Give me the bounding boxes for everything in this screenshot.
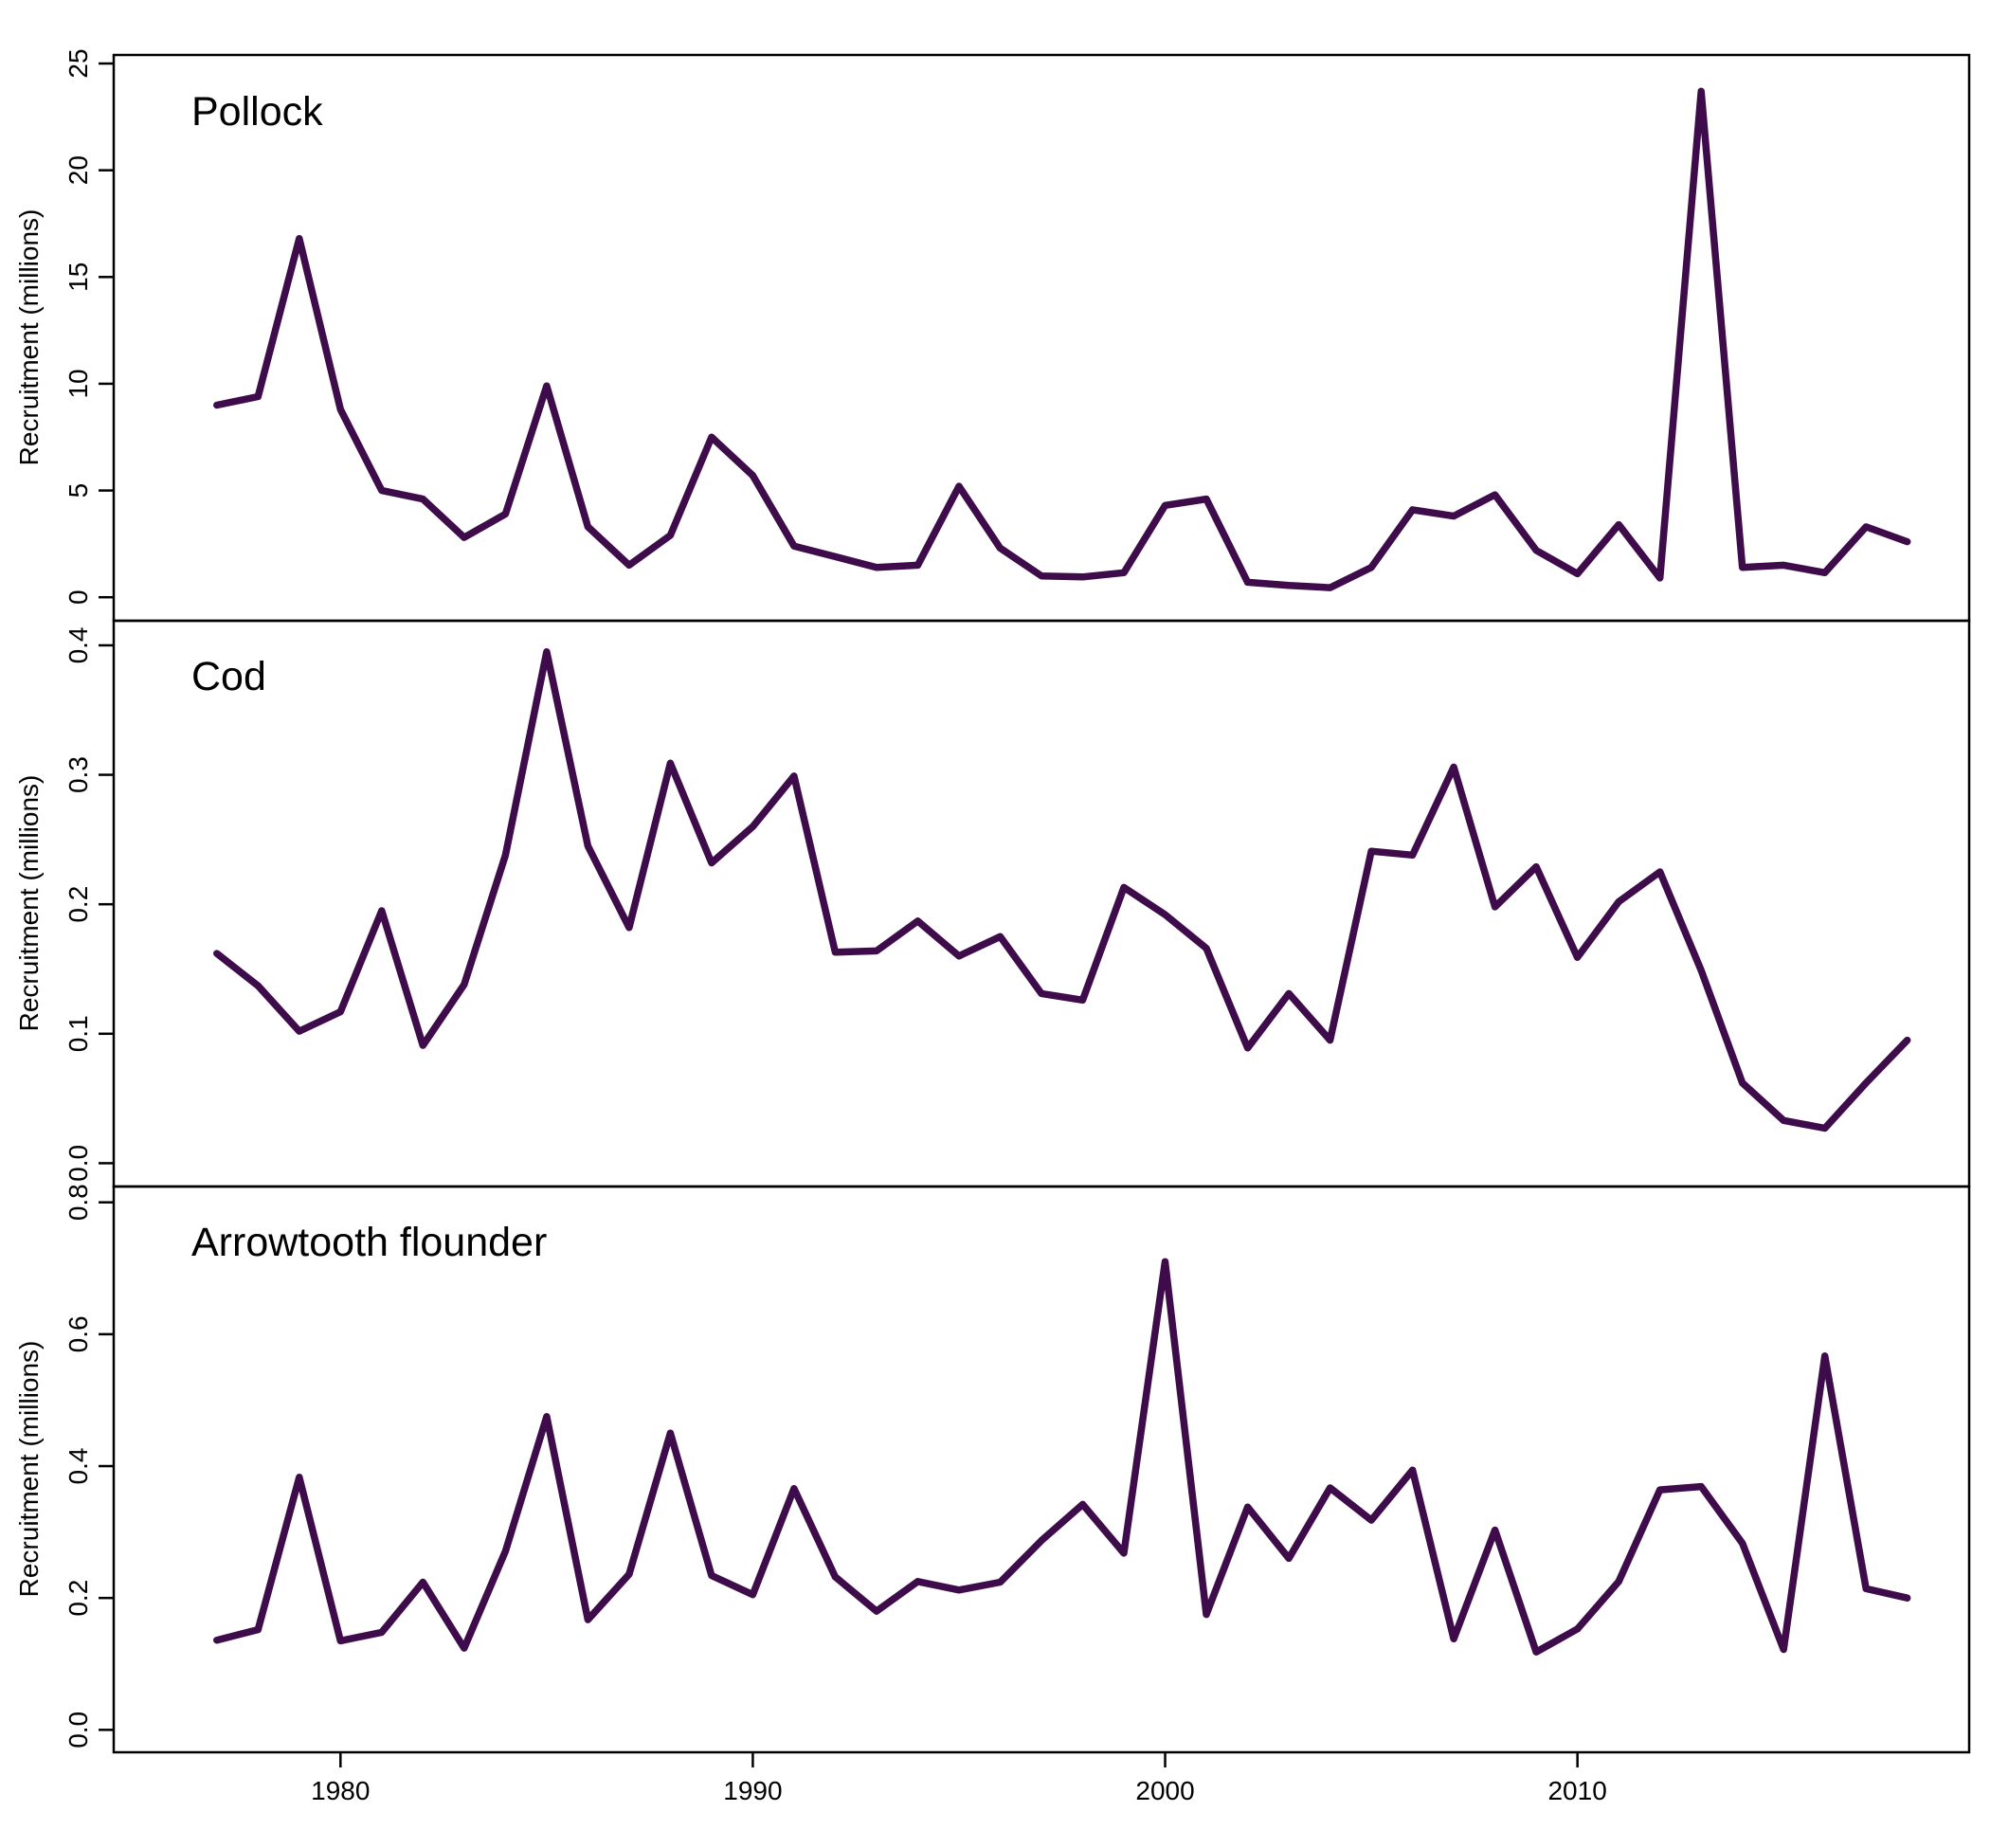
panel-pollock: Pollock Recruitment (millions) 0 5 10 15 20 2… — [14, 48, 1971, 623]
panel-title: Cod — [191, 654, 266, 699]
y-tick-label: 0.0 — [63, 1712, 93, 1748]
x-tick-label: 2010 — [1547, 1776, 1606, 1805]
y-axis-label: Recruitment (millions) — [14, 209, 44, 466]
panel-arrowtooth-flounder: Arrowtooth flounder Recruitment (million… — [14, 1184, 1971, 1805]
y-axis-label: Recruitment (millions) — [14, 1341, 44, 1598]
series-line — [213, 87, 1911, 591]
y-tick-label: 25 — [63, 48, 93, 78]
series-line — [213, 648, 1911, 1132]
y-tick-label: 0.2 — [63, 1580, 93, 1617]
y-tick-label: 0.4 — [63, 626, 93, 663]
y-tick-label: 10 — [63, 369, 93, 398]
panel-frame — [112, 1185, 1971, 1754]
y-tick-label: 0.0 — [63, 1145, 93, 1182]
panel-frame — [112, 53, 1971, 623]
y-tick-label: 15 — [63, 263, 93, 292]
y-tick-label: 0.2 — [63, 886, 93, 923]
y-tick-label: 0.3 — [63, 756, 93, 793]
y-tick-label: 5 — [63, 483, 93, 498]
x-tick-label: 2000 — [1135, 1776, 1194, 1805]
y-tick-label: 0 — [63, 589, 93, 605]
y-tick-label: 0.8 — [63, 1184, 93, 1221]
y-tick-label: 0.6 — [63, 1315, 93, 1352]
y-axis-label: Recruitment (millions) — [14, 775, 44, 1032]
panel-title: Arrowtooth flounder — [191, 1220, 547, 1265]
x-tick-label: 1990 — [723, 1776, 782, 1805]
series-line — [213, 1258, 1911, 1656]
x-tick-label: 1980 — [311, 1776, 370, 1805]
y-tick-label: 0.4 — [63, 1448, 93, 1485]
panel-cod: Cod Recruitment (millions) 0.0 0.1 0.2 0.3 0… — [14, 619, 1971, 1188]
y-tick-label: 20 — [63, 155, 93, 185]
y-tick-label: 0.1 — [63, 1015, 93, 1052]
panel-frame — [112, 619, 1971, 1188]
panel-title: Pollock — [191, 89, 323, 135]
